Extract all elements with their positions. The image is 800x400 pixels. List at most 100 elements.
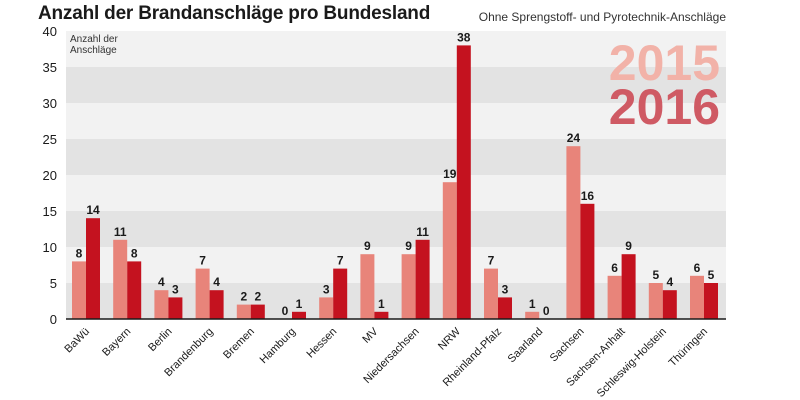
value-label-2015: 5 — [652, 268, 659, 282]
x-tick-label: Hamburg — [258, 326, 298, 366]
bar-2015 — [360, 254, 375, 319]
bar-2016 — [168, 297, 183, 319]
y-tick-label: 15 — [43, 204, 57, 219]
legend-label-2016: 2016 — [609, 79, 720, 135]
y-tick-label: 35 — [43, 60, 57, 75]
bar-2016 — [456, 45, 471, 320]
bar-2016 — [415, 239, 430, 319]
legend-label-2015: 2015 — [609, 35, 720, 91]
x-tick-label: Saarland — [506, 326, 546, 366]
bar-2015 — [195, 268, 210, 319]
y-tick-label: 20 — [43, 168, 57, 183]
bar-2015 — [401, 254, 416, 319]
y-tick-label: 40 — [43, 24, 57, 39]
bar-2016 — [374, 311, 389, 319]
value-label-2015: 7 — [199, 254, 206, 268]
value-label-2015: 1 — [529, 297, 536, 311]
grid-band — [66, 175, 726, 211]
grid-band — [66, 211, 726, 247]
value-label-2016: 1 — [378, 297, 385, 311]
bar-2016 — [209, 290, 224, 319]
bar-2015 — [442, 182, 457, 319]
x-tick-label: Hessen — [304, 326, 339, 361]
x-tick-label: Sachsen — [548, 326, 587, 365]
bar-2015 — [236, 304, 251, 319]
y-tick-label: 0 — [50, 312, 57, 327]
bar-2016 — [250, 304, 265, 319]
bar-2015 — [154, 290, 169, 319]
bar-2016 — [580, 203, 595, 319]
bar-2015 — [525, 311, 540, 319]
bar-2016 — [86, 218, 100, 319]
value-label-2015: 4 — [158, 275, 165, 289]
chart-subtitle: Ohne Sprengstoff- und Pyrotechnik-Anschl… — [478, 10, 726, 24]
bar-2015 — [72, 261, 86, 319]
y-axis-label-continued: Anschläge — [70, 45, 117, 56]
bar-2015 — [319, 297, 334, 319]
value-label-2015: 3 — [323, 282, 330, 296]
grid-band — [66, 31, 726, 67]
x-tick-label: BaWü — [62, 326, 92, 356]
bar-2015 — [648, 283, 663, 319]
y-axis-label: Anzahl der — [70, 34, 118, 45]
y-tick-label: 5 — [50, 276, 57, 291]
x-tick-label: Schleswig-Holstein — [595, 326, 669, 400]
value-label-2016: 2 — [254, 290, 261, 304]
chart-title: Anzahl der Brandanschläge pro Bundesland — [38, 3, 431, 24]
value-label-2016: 3 — [502, 282, 509, 296]
value-label-2016: 3 — [172, 282, 179, 296]
value-label-2015: 0 — [282, 304, 289, 318]
value-label-2015: 9 — [364, 239, 371, 253]
value-label-2015: 9 — [405, 239, 412, 253]
value-label-2015: 7 — [488, 254, 495, 268]
value-label-2016: 4 — [666, 275, 673, 289]
value-label-2016: 11 — [416, 225, 429, 239]
bar-2016 — [292, 311, 306, 319]
value-label-2015: 6 — [694, 261, 701, 275]
value-label-2015: 19 — [443, 167, 457, 181]
bars — [72, 45, 718, 320]
x-tick-label: Bremen — [221, 326, 257, 362]
bar-2016 — [704, 283, 718, 319]
bar-2015 — [607, 275, 622, 319]
grid-band — [66, 67, 726, 103]
bar-2016 — [127, 261, 142, 319]
value-label-2015: 8 — [76, 246, 83, 260]
y-tick-label: 25 — [43, 132, 57, 147]
grid-band — [66, 139, 726, 175]
value-label-2016: 16 — [581, 189, 595, 203]
bar-2015 — [566, 146, 581, 319]
value-label-2016: 38 — [457, 30, 471, 44]
value-label-2016: 5 — [708, 268, 715, 282]
x-tick-label: Thüringen — [667, 326, 711, 370]
bar-2015 — [484, 268, 498, 319]
value-label-2016: 0 — [543, 304, 550, 318]
bar-2015 — [690, 275, 704, 319]
bar-2016 — [498, 297, 512, 319]
value-label-2016: 7 — [337, 254, 344, 268]
y-tick-label: 10 — [43, 240, 57, 255]
x-tick-label: NRW — [436, 325, 463, 352]
value-label-2016: 8 — [131, 246, 138, 260]
grid-band — [66, 103, 726, 139]
x-tick-label: Bayern — [100, 326, 133, 359]
bar-2016 — [662, 290, 677, 319]
value-label-2016: 9 — [625, 239, 632, 253]
value-label-2015: 6 — [611, 261, 618, 275]
value-label-2016: 4 — [213, 275, 220, 289]
grid-bands — [66, 31, 726, 319]
x-tick-label: MV — [360, 325, 381, 346]
value-label-2015: 24 — [567, 131, 581, 145]
bar-2015 — [113, 239, 128, 319]
y-axis-ticks: 0 5 10 15 20 25 30 35 40 — [43, 24, 57, 327]
bar-2016 — [621, 254, 636, 319]
value-label-2016: 14 — [86, 203, 100, 217]
value-label-2015: 11 — [114, 225, 127, 239]
y-tick-label: 30 — [43, 96, 57, 111]
bar-2016 — [333, 268, 348, 319]
x-tick-label: Berlin — [146, 326, 174, 354]
